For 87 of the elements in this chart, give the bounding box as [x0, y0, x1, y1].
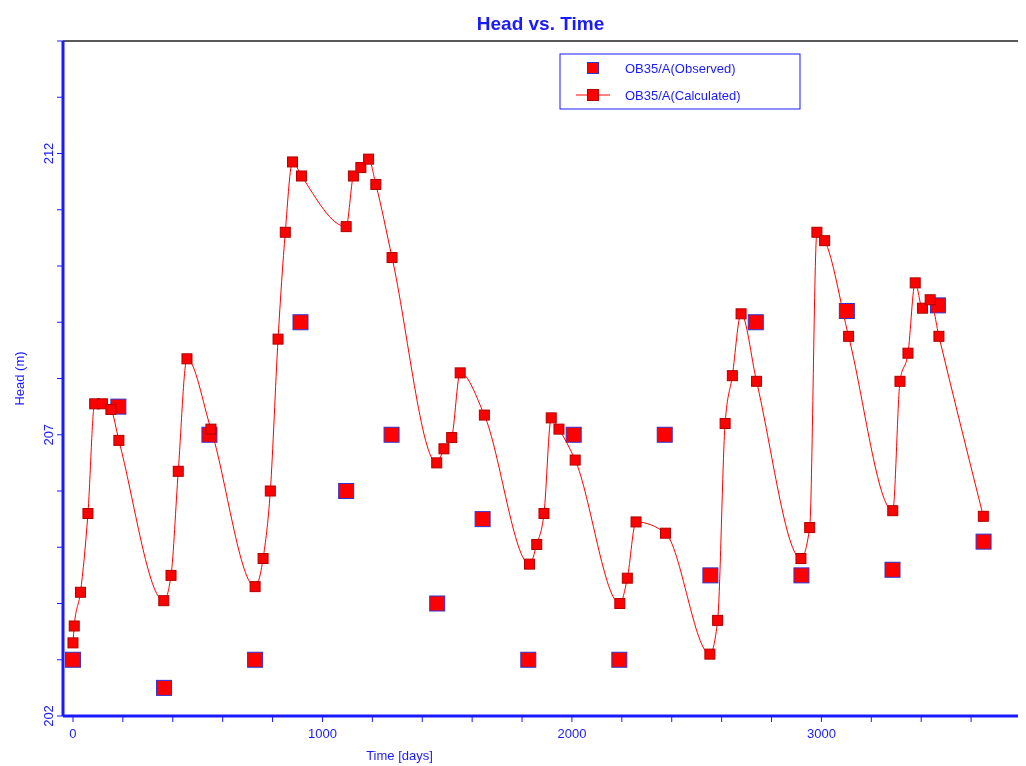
- point: [924, 294, 936, 306]
- point: [264, 485, 276, 497]
- point: [287, 156, 299, 168]
- point: [386, 252, 398, 264]
- point: [438, 443, 450, 455]
- point: [630, 516, 642, 528]
- point: [569, 454, 581, 466]
- point: [843, 330, 855, 342]
- point: [735, 308, 747, 320]
- point: [520, 651, 537, 668]
- point: [156, 679, 173, 696]
- point: [719, 418, 731, 429]
- point: [247, 651, 264, 668]
- point: [531, 538, 543, 550]
- y-axis-title: Head (m): [12, 351, 27, 406]
- point: [105, 403, 117, 415]
- point: [249, 581, 261, 593]
- point: [887, 505, 899, 517]
- point: [478, 409, 490, 421]
- point: [611, 651, 628, 668]
- point: [272, 333, 284, 345]
- point: [363, 153, 375, 165]
- point: [64, 651, 81, 668]
- point: [165, 569, 177, 581]
- point: [257, 553, 269, 564]
- x-axis-title: Time [days]: [366, 748, 433, 763]
- point: [181, 353, 193, 365]
- point: [975, 533, 992, 550]
- point: [74, 586, 86, 598]
- point: [292, 314, 309, 331]
- point: [82, 508, 94, 519]
- point: [545, 412, 557, 424]
- point: [68, 620, 80, 632]
- point: [538, 508, 550, 519]
- point: [793, 567, 810, 584]
- point: [884, 561, 901, 578]
- point: [702, 567, 719, 584]
- point: [726, 370, 738, 382]
- point: [621, 572, 633, 584]
- point: [977, 510, 989, 522]
- point: [429, 595, 446, 612]
- point: [565, 426, 582, 443]
- point: [838, 303, 855, 319]
- point: [474, 511, 491, 528]
- y-tick-label: 207: [41, 423, 56, 446]
- point: [916, 302, 928, 314]
- point: [454, 367, 466, 379]
- point: [355, 162, 367, 174]
- point: [279, 226, 291, 238]
- point: [67, 637, 79, 649]
- y-tick-label: 202: [41, 705, 56, 727]
- point: [894, 375, 906, 387]
- point: [747, 314, 764, 331]
- point: [933, 330, 945, 342]
- point: [383, 426, 400, 443]
- point: [704, 648, 716, 660]
- legend-label: OB35/A(Calculated): [625, 88, 741, 103]
- y-tick-label: 212: [41, 142, 56, 165]
- point: [524, 558, 536, 570]
- point: [553, 423, 565, 435]
- point: [446, 432, 458, 444]
- point: [909, 277, 921, 289]
- point: [656, 426, 673, 443]
- point: [340, 221, 352, 233]
- point: [795, 553, 807, 564]
- point: [751, 375, 763, 387]
- x-tick-label: 2000: [557, 726, 587, 741]
- point: [804, 522, 816, 534]
- point: [296, 170, 307, 182]
- point: [811, 226, 823, 238]
- x-tick-label: 3000: [806, 726, 836, 741]
- x-tick-label: 1000: [307, 726, 337, 741]
- point: [338, 483, 355, 499]
- point: [370, 178, 382, 190]
- point: [614, 598, 626, 609]
- point: [659, 527, 671, 539]
- point: [431, 457, 443, 469]
- point: [347, 170, 359, 182]
- point: [819, 235, 831, 247]
- point: [712, 614, 724, 626]
- point: [902, 347, 914, 359]
- chart-title: Head vs. Time: [476, 13, 605, 34]
- point: [113, 434, 125, 446]
- legend-label: OB35/A(Observed): [625, 61, 736, 76]
- point: [172, 465, 184, 477]
- x-tick-label: 0: [69, 726, 77, 741]
- point: [158, 595, 170, 607]
